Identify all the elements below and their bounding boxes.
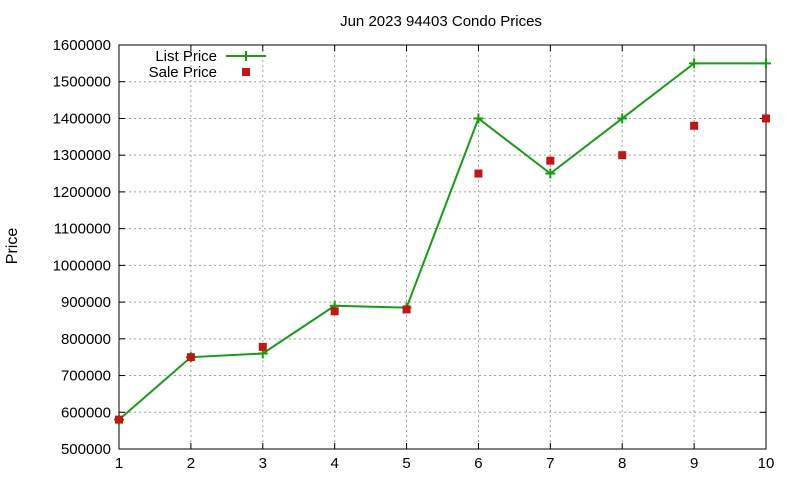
series-layer	[114, 58, 771, 425]
list-price-point	[473, 113, 484, 124]
sale-price-point	[330, 307, 339, 316]
y-tick-label: 1500000	[53, 74, 111, 91]
legend-item: Sale Price	[149, 64, 250, 81]
x-tick-label: 2	[187, 455, 195, 472]
x-tick-label: 6	[474, 455, 482, 472]
sale-price-point	[474, 169, 483, 178]
legend-square-swatch	[242, 68, 250, 76]
x-tick-label: 7	[546, 455, 554, 472]
x-tick-label: 9	[690, 455, 698, 472]
sale-price-point	[618, 151, 627, 160]
list-price-point	[545, 168, 556, 179]
y-tick-label: 800000	[61, 331, 111, 348]
y-axis-label: Price	[4, 228, 21, 265]
x-tick-label: 8	[618, 455, 626, 472]
axes: 1 2 3 4 5 6 7 8 9 10 500000 600000 700000 800000 90000…	[53, 37, 775, 472]
sale-price-point	[115, 415, 123, 424]
y-tick-label: 1100000	[54, 221, 111, 238]
x-tick-label: 1	[115, 455, 123, 472]
y-tick-label: 600000	[61, 404, 111, 421]
y-tick-label: 1200000	[53, 184, 111, 201]
x-tick-label: 10	[758, 455, 775, 472]
list-price-point	[617, 113, 628, 124]
x-tick-label: 5	[402, 455, 410, 472]
legend-item: List Price	[155, 48, 266, 65]
y-tick-label: 1300000	[53, 147, 111, 164]
sale-price-point	[546, 156, 555, 165]
y-tick-label: 1600000	[53, 37, 111, 54]
x-tick-label: 3	[259, 455, 267, 472]
y-tick-label: 1400000	[53, 110, 111, 127]
sale-price-point	[186, 353, 195, 362]
legend-label: Sale Price	[149, 64, 217, 81]
sale-price-point	[402, 305, 411, 314]
sale-price-point	[762, 114, 770, 123]
sale-price-point	[690, 121, 699, 130]
sale-price-point	[258, 342, 267, 351]
plot-frame	[118, 44, 767, 450]
y-tick-label: 900000	[61, 294, 111, 311]
y-tick-label: 700000	[61, 368, 111, 385]
list-price-point	[689, 58, 700, 69]
y-tick-label: 1000000	[53, 257, 111, 274]
list-price-point	[761, 58, 771, 69]
chart-title: Jun 2023 94403 Condo Prices	[340, 13, 542, 30]
y-tick-label: 500000	[61, 441, 111, 458]
x-tick-label: 4	[330, 455, 338, 472]
grid-lines	[119, 45, 766, 449]
series-line-list-price	[118, 62, 766, 421]
legend-label: List Price	[155, 48, 217, 65]
